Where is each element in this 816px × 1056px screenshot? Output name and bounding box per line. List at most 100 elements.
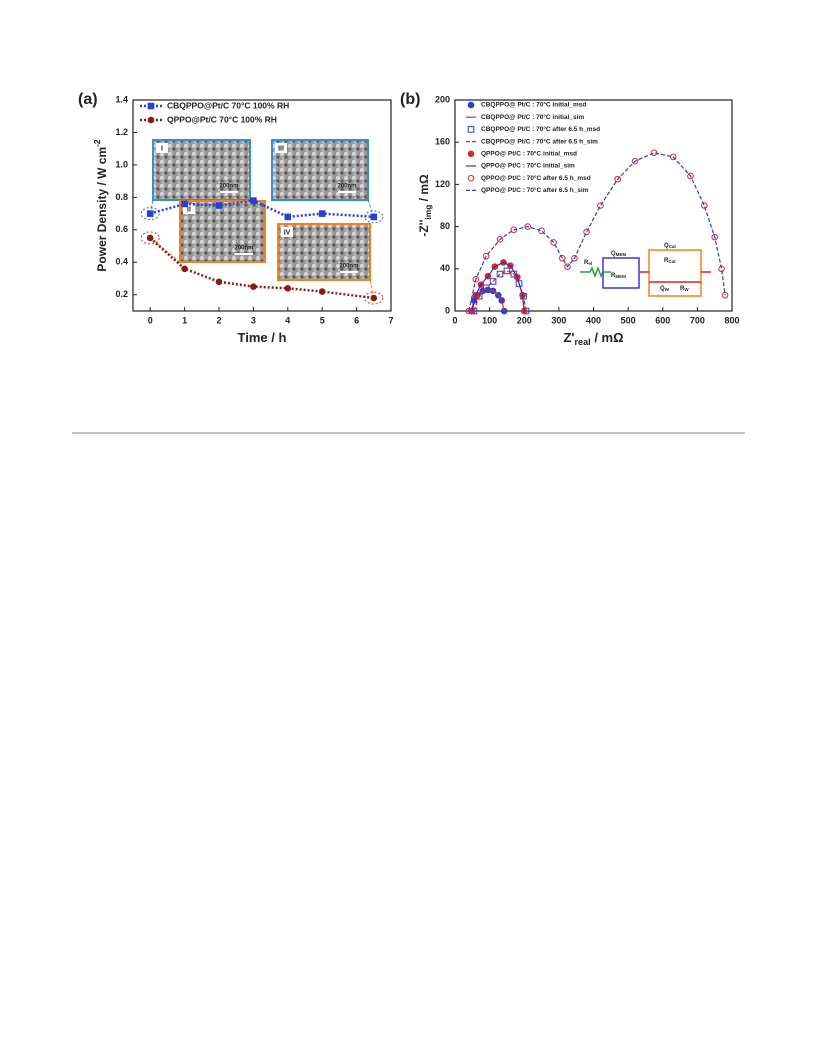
- marker: [318, 210, 326, 217]
- marker: [181, 200, 188, 208]
- circuit-label-sub: MEM: [616, 252, 627, 257]
- legend-label: CBQPPO@ Pt/C : 70°C initial_sim: [481, 113, 584, 121]
- y-tick-label: 120: [435, 179, 450, 189]
- y-tick-label: 0.2: [115, 289, 128, 299]
- circuit-label: QCat: [664, 243, 676, 250]
- y-axis-label-main: Power Density / W cm: [95, 147, 109, 272]
- marker: [181, 265, 188, 273]
- y-axis-label: Power Density / W cm-2: [92, 139, 109, 271]
- marker: [550, 239, 557, 246]
- marker: [496, 270, 504, 278]
- y-tick-label: 0: [445, 305, 450, 315]
- scale-label: 200nm: [339, 264, 358, 270]
- circuit-label-sub: W: [684, 287, 689, 292]
- marker: [215, 278, 223, 286]
- inset-label-box: [281, 227, 293, 237]
- x-tick-label: 100: [482, 315, 497, 325]
- x-tick-label: 7: [388, 315, 393, 325]
- x-tick-label: 3: [251, 315, 256, 325]
- circuit-label-main: R: [680, 286, 685, 292]
- x-axis-label-after: / mΩ: [591, 330, 624, 345]
- series-line: [468, 152, 726, 312]
- marker: [146, 234, 154, 242]
- marker: [146, 210, 154, 217]
- sem-image: [277, 223, 371, 281]
- panel-label: (b): [400, 91, 420, 108]
- legend-marker: [467, 101, 475, 109]
- sem-image: [271, 139, 369, 201]
- x-tick-label: 400: [586, 315, 601, 325]
- point-highlight: [364, 210, 384, 224]
- y-tick-label: 1.2: [115, 127, 128, 137]
- x-axis-label: Time / h: [238, 330, 287, 345]
- marker: [515, 280, 523, 287]
- y-axis-label-after: / mΩ: [417, 174, 431, 205]
- y-tick-label: 1.4: [115, 94, 128, 104]
- x-tick-label: 1: [182, 315, 187, 325]
- x-tick-label: 300: [551, 315, 566, 325]
- series-line: [471, 261, 525, 312]
- marker: [559, 254, 566, 262]
- inset-label: IV: [284, 229, 291, 236]
- circuit-label: RCat: [664, 258, 676, 265]
- circuit-label: RW: [680, 286, 689, 293]
- y-tick-label: 200: [435, 94, 450, 104]
- circuit-label-main: Q: [611, 251, 616, 257]
- circuit-label-main: R: [584, 260, 589, 266]
- inset-label: III: [278, 145, 284, 152]
- x-axis-label: Z'real / mΩ: [563, 330, 623, 347]
- marker: [472, 276, 480, 283]
- legend-marker: [147, 116, 155, 124]
- marker: [482, 284, 490, 292]
- marker: [583, 228, 590, 236]
- legend-label: QPPO@ Pt/C : 70°C initial_msd: [481, 150, 577, 158]
- marker: [489, 278, 497, 285]
- marker: [687, 172, 694, 180]
- marker: [669, 153, 677, 161]
- legend-label: CBQPPO@Pt/C 70°C 100% RH: [167, 100, 289, 110]
- x-tick-label: 600: [655, 315, 670, 325]
- point-highlight: [364, 291, 384, 305]
- point-highlight: [140, 207, 160, 221]
- x-tick-label: 6: [354, 315, 359, 325]
- y-axis-label-sub: img: [423, 205, 433, 220]
- circuit-diagram: [580, 249, 711, 297]
- marker: [571, 254, 578, 262]
- legend-label: CBQPPO@ Pt/C : 70°C after 6.5 h_sim: [481, 137, 598, 145]
- x-tick-label: 700: [690, 315, 705, 325]
- marker: [631, 157, 639, 165]
- circuit-label: QW: [660, 286, 670, 293]
- marker: [318, 288, 326, 295]
- x-tick-label: 5: [320, 315, 325, 325]
- circuit-label-main: Q: [664, 243, 669, 249]
- inset-label-box: [183, 204, 195, 214]
- circuit-label-sub: W: [665, 287, 670, 292]
- circuit-label-sub: MEM: [615, 274, 626, 279]
- marker: [597, 202, 604, 209]
- inset-label-box: [156, 143, 168, 153]
- inset-connector: [149, 237, 181, 263]
- marker: [524, 223, 532, 230]
- x-tick-label: 0: [452, 315, 457, 325]
- inset-connector: [369, 279, 375, 299]
- legend-marker: [147, 102, 155, 110]
- inset-label-box: [275, 143, 287, 153]
- plot-frame: [132, 99, 392, 312]
- legend-label: QPPO@ Pt/C : 70°C after 6.5 h_sim: [481, 186, 589, 194]
- legend-marker: [467, 126, 475, 133]
- marker: [614, 175, 622, 183]
- marker: [510, 226, 518, 234]
- x-axis-label-main: Time / h: [238, 330, 287, 345]
- circuit-label-sub: Cat: [668, 259, 676, 264]
- marker: [250, 197, 257, 204]
- panel-label: (a): [78, 91, 98, 108]
- x-tick-label: 500: [621, 315, 636, 325]
- marker: [370, 294, 378, 302]
- marker: [482, 252, 490, 260]
- marker: [250, 283, 257, 290]
- legend-label: QPPO@Pt/C 70°C 100% RH: [167, 114, 277, 124]
- legend-label: CBQPPO@ Pt/C : 70°C initial_msd: [481, 101, 586, 109]
- marker: [503, 267, 511, 275]
- inset-label: II: [187, 206, 191, 213]
